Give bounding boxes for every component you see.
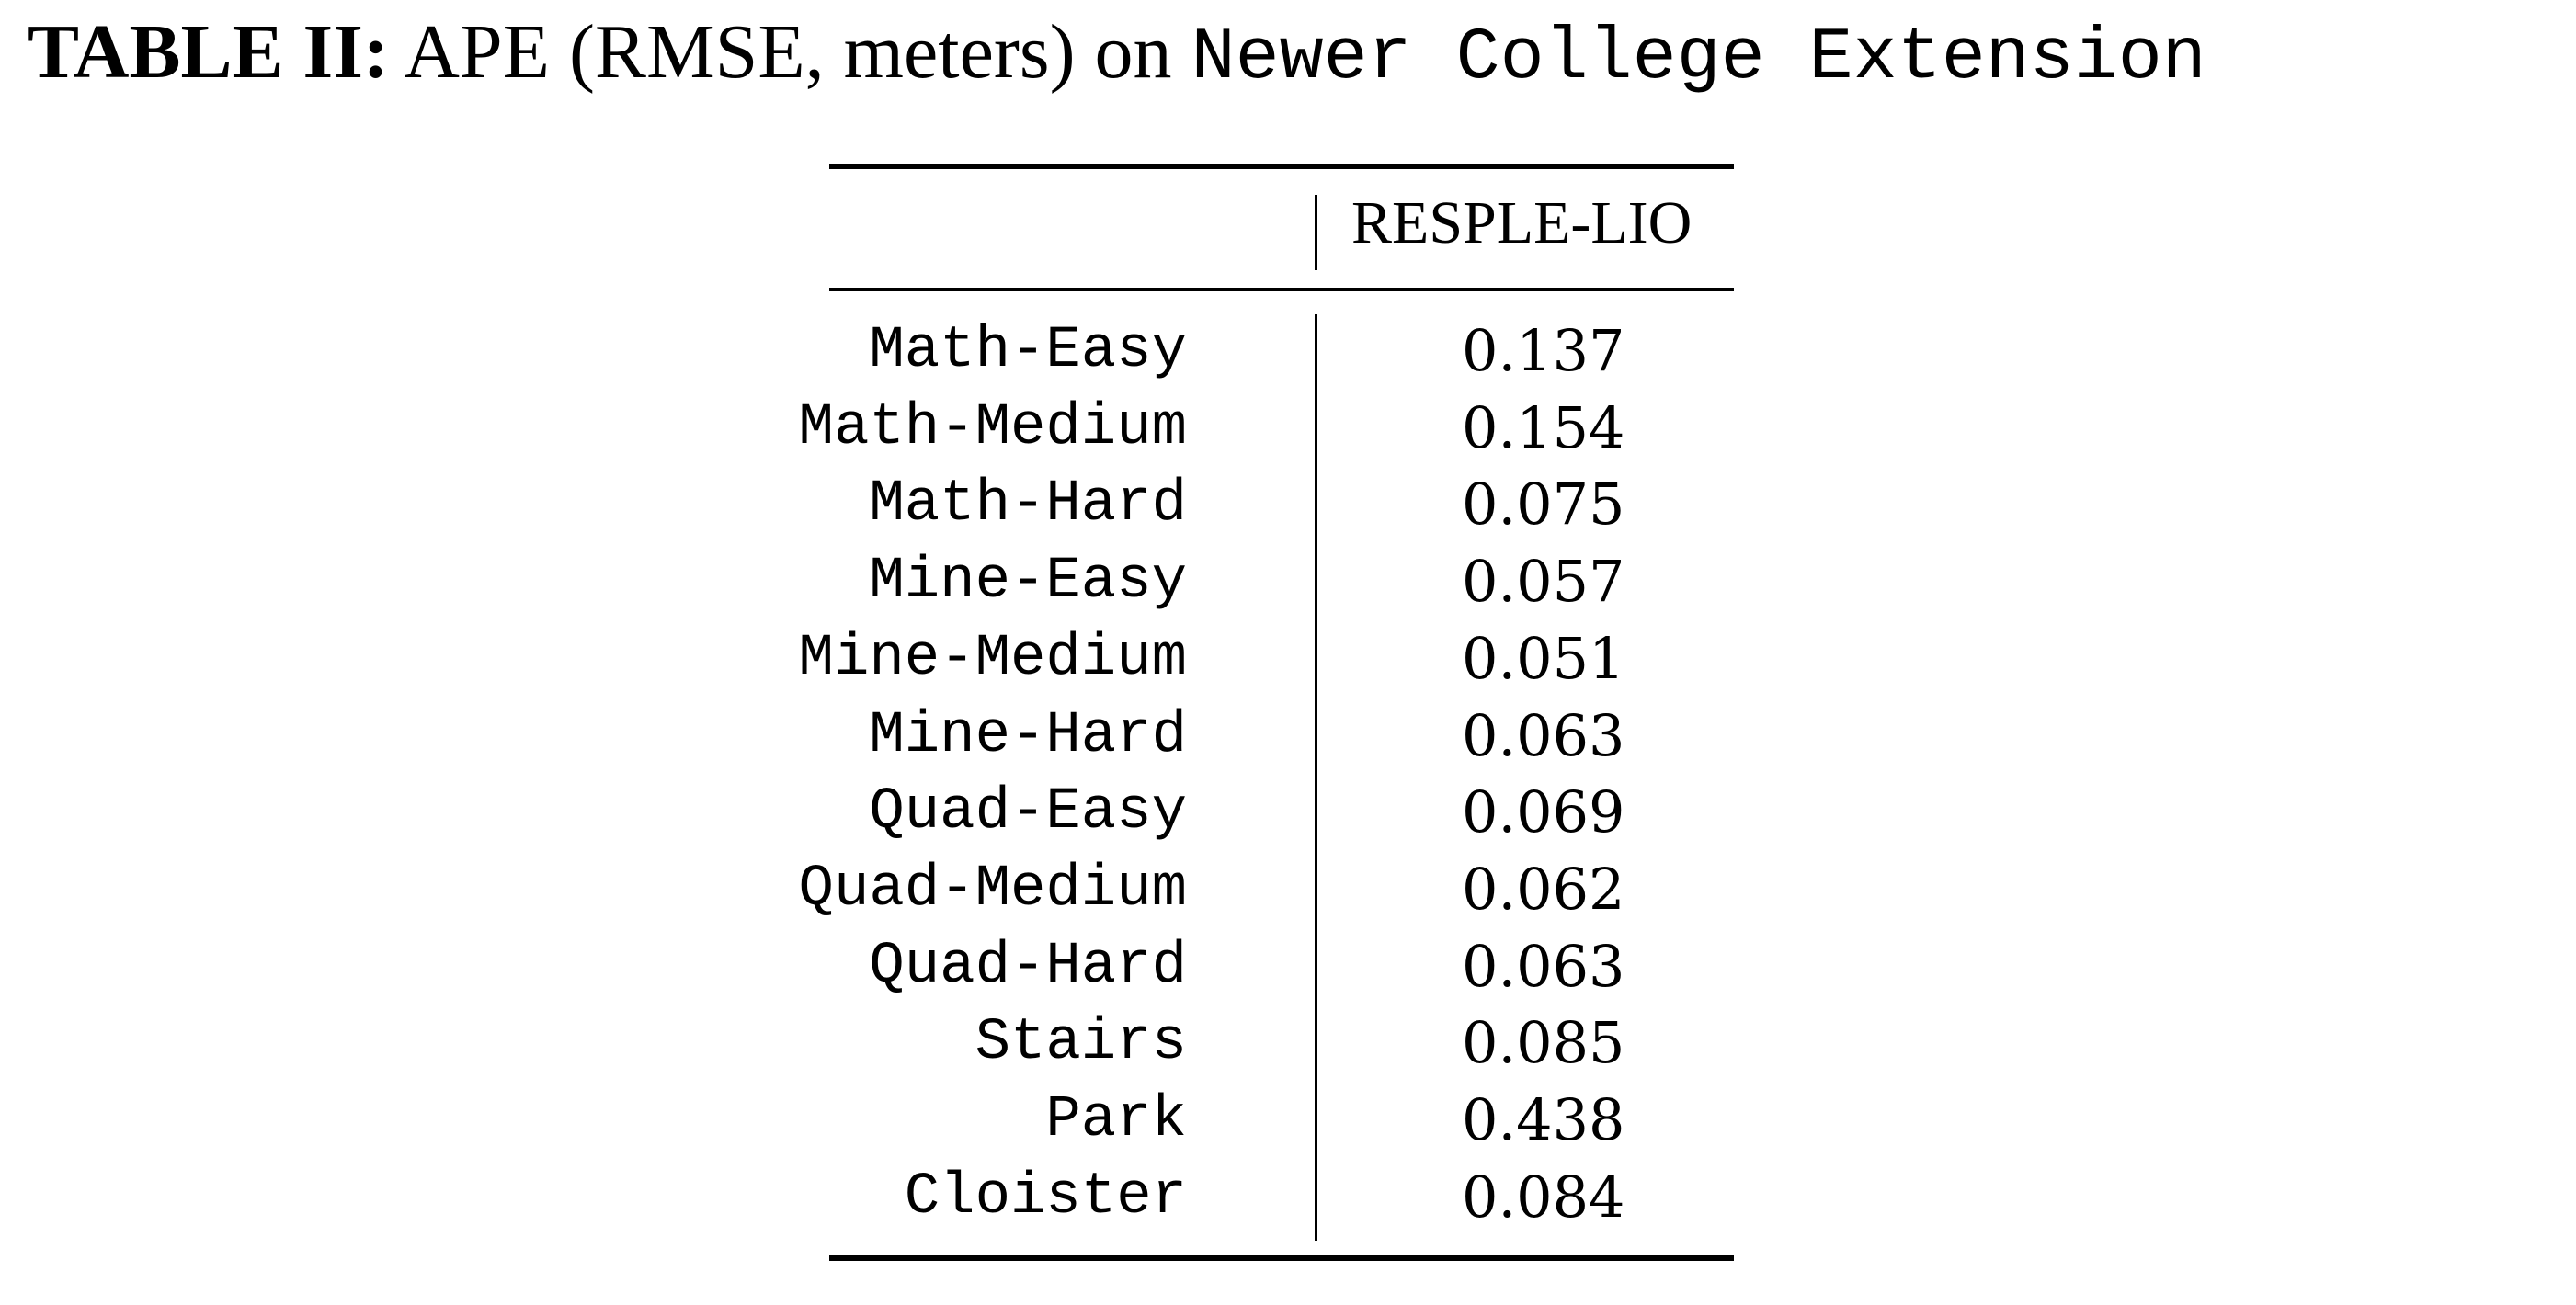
table-row: Stairs 0.085 xyxy=(829,1004,1734,1082)
sequence-name: Mine-Medium xyxy=(798,625,1187,692)
bottom-rule xyxy=(829,1255,1734,1261)
table-row: Quad-Easy 0.069 xyxy=(829,774,1734,851)
ape-value: 0.137 xyxy=(1462,317,1625,384)
column-header-resple-lio: RESPLE-LIO xyxy=(1351,189,1693,256)
table-row: Math-Easy 0.137 xyxy=(829,312,1734,390)
table-row: Mine-Medium 0.051 xyxy=(799,620,1734,698)
sequence-name: Math-Medium xyxy=(798,394,1187,461)
caption-text: APE (RMSE, meters) on xyxy=(404,9,1172,95)
ape-value: 0.085 xyxy=(1462,1009,1625,1077)
body-column-separator xyxy=(1315,314,1317,1241)
sequence-name: Math-Hard xyxy=(869,471,1187,539)
top-rule xyxy=(829,164,1734,169)
ape-value: 0.062 xyxy=(1462,855,1625,923)
sequence-name: Quad-Medium xyxy=(798,856,1187,923)
sequence-name: Quad-Easy xyxy=(869,779,1187,846)
table-row: Quad-Medium 0.062 xyxy=(799,851,1734,928)
sequence-name: Quad-Hard xyxy=(869,933,1187,1000)
ape-value: 0.051 xyxy=(1462,624,1625,692)
ape-value: 0.154 xyxy=(1462,393,1625,461)
sequence-name: Math-Easy xyxy=(869,318,1187,384)
sequence-name: Stairs xyxy=(975,1010,1187,1077)
sequence-name: Mine-Hard xyxy=(869,702,1187,769)
ape-value: 0.057 xyxy=(1462,548,1625,616)
caption-dataset: Newer College Extension xyxy=(1191,17,2206,100)
ape-value: 0.075 xyxy=(1462,471,1625,539)
caption-label: TABLE II: xyxy=(28,9,389,95)
ape-value: 0.063 xyxy=(1462,932,1625,1000)
header-rule xyxy=(829,288,1734,291)
table-caption: TABLE II: APE (RMSE, meters) on Newer Co… xyxy=(28,7,2206,100)
table-row: Park 0.438 xyxy=(829,1082,1734,1159)
table-row: Mine-Hard 0.063 xyxy=(829,698,1734,775)
ape-value: 0.063 xyxy=(1462,701,1625,769)
ape-value: 0.438 xyxy=(1462,1086,1625,1153)
table-row: Math-Hard 0.075 xyxy=(829,466,1734,543)
ape-value: 0.069 xyxy=(1462,778,1625,846)
sequence-name: Park xyxy=(1045,1087,1187,1153)
table-row: Cloister 0.084 xyxy=(829,1159,1734,1236)
sequence-name: Mine-Easy xyxy=(869,549,1187,616)
sequence-name: Cloister xyxy=(904,1163,1187,1231)
table-row: Quad-Hard 0.063 xyxy=(829,928,1734,1005)
ape-value: 0.084 xyxy=(1462,1163,1625,1231)
table-row: Math-Medium 0.154 xyxy=(799,390,1734,467)
table-row: Mine-Easy 0.057 xyxy=(829,543,1734,620)
header-column-separator xyxy=(1315,195,1317,270)
